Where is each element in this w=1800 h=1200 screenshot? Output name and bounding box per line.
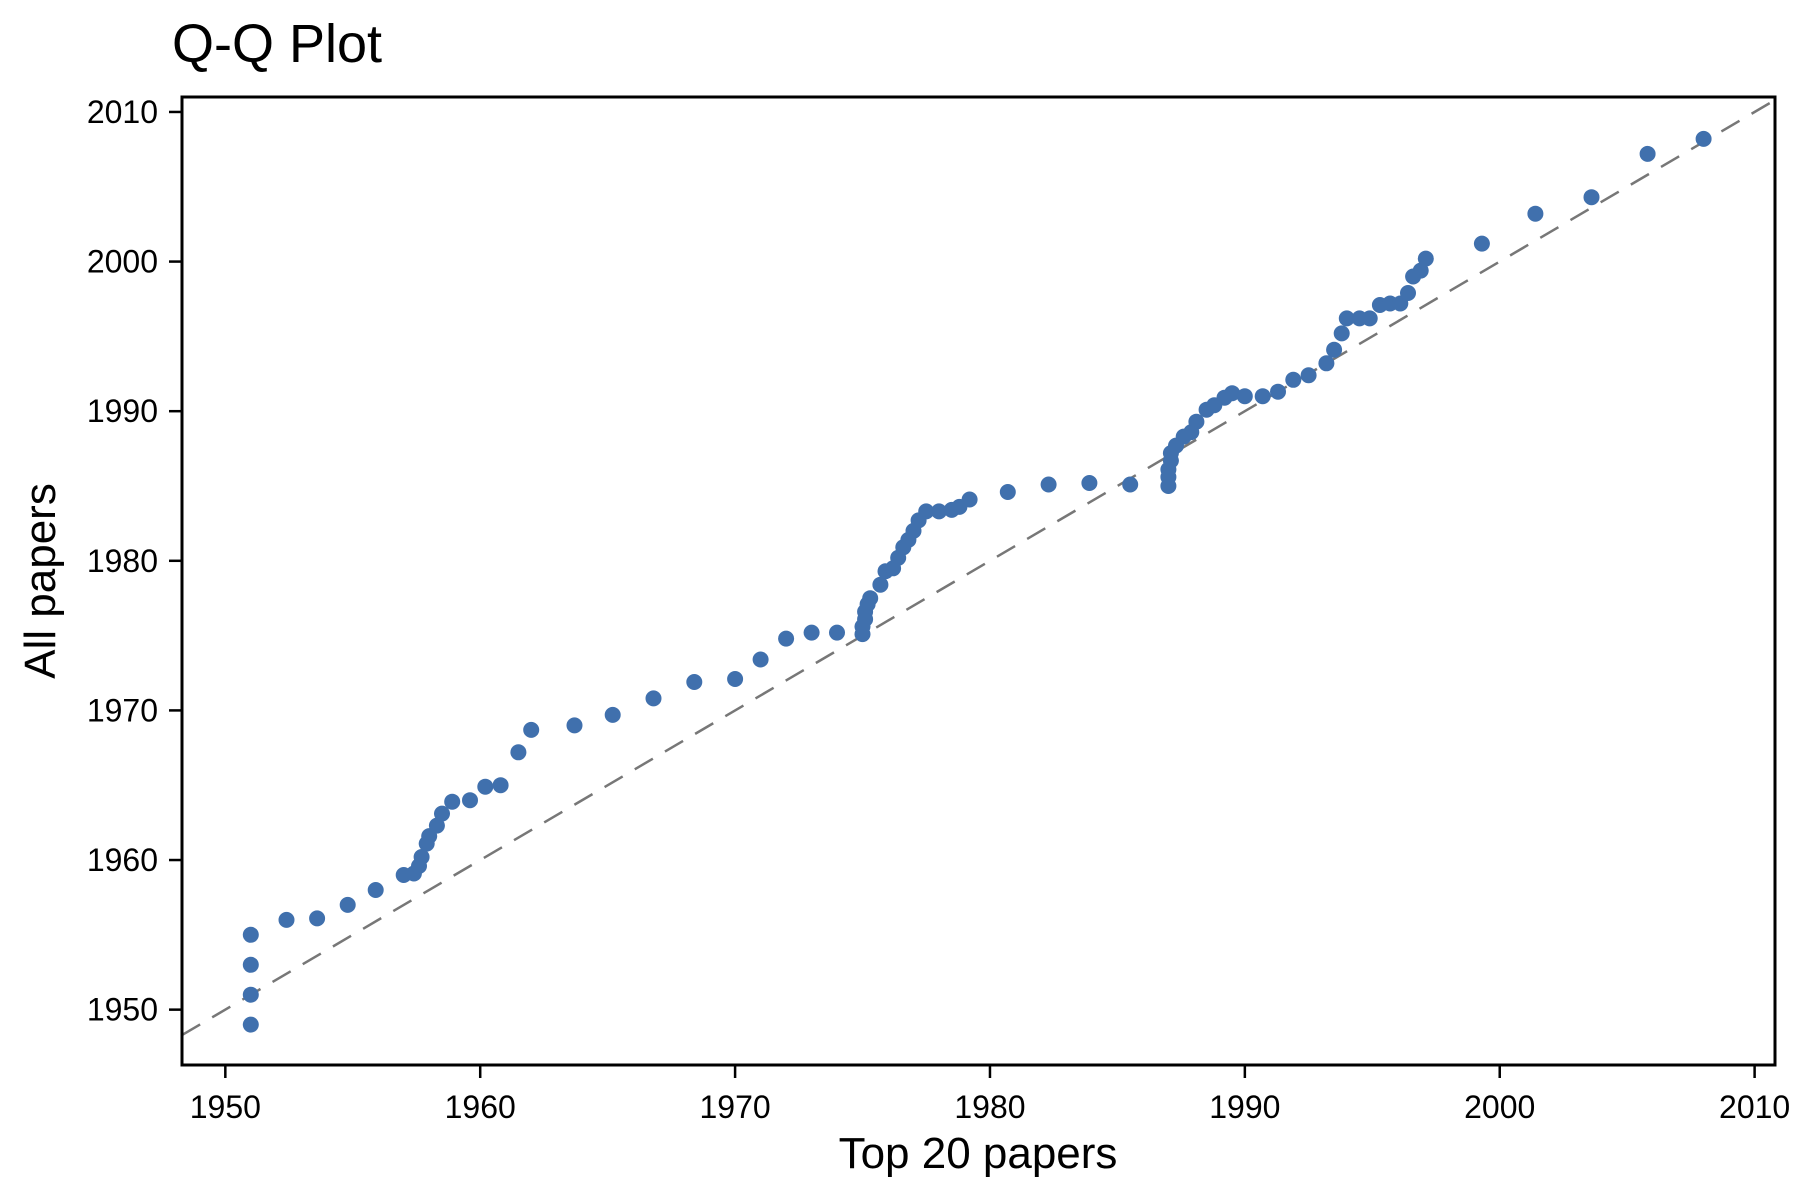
x-tick-label-1950: 1950 <box>190 1089 261 1125</box>
x-tick-label-2010: 2010 <box>1719 1089 1790 1125</box>
data-point <box>961 491 978 508</box>
data-point <box>727 671 744 687</box>
x-tick-label-1980: 1980 <box>954 1089 1025 1125</box>
data-point <box>918 503 935 520</box>
data-point <box>428 817 445 834</box>
data-point <box>1527 205 1544 222</box>
x-tick-label-1970: 1970 <box>699 1089 770 1125</box>
y-axis-label: All papers <box>16 483 65 679</box>
data-point <box>604 706 621 723</box>
data-point <box>931 503 947 520</box>
data-point <box>1270 383 1286 400</box>
data-point <box>242 926 259 943</box>
data-point <box>999 484 1016 500</box>
data-point <box>477 778 494 795</box>
data-point <box>566 717 583 734</box>
data-point <box>1583 189 1600 206</box>
x-axis-label: Top 20 papers <box>839 1129 1118 1178</box>
data-point <box>1412 262 1429 279</box>
data-point <box>1318 355 1335 372</box>
data-point <box>862 590 879 607</box>
identity-reference-line <box>181 98 1776 1037</box>
data-point <box>829 624 845 641</box>
y-tick-label-2000: 2000 <box>87 244 158 280</box>
y-tick-label-1970: 1970 <box>87 692 158 728</box>
data-point <box>1081 475 1098 491</box>
data-point <box>492 777 509 794</box>
data-point <box>1254 388 1271 405</box>
x-tick-label-1990: 1990 <box>1209 1089 1280 1125</box>
data-point <box>1417 250 1434 267</box>
data-point <box>872 576 889 593</box>
scatter-points-layer <box>242 130 1712 1033</box>
ticks-layer: 1950 1960 1970 1980 1990 2000 2010 1950 1960 1970… <box>87 94 1790 1125</box>
data-point <box>462 792 478 809</box>
data-point <box>1188 413 1205 430</box>
plot-border <box>180 95 1777 1067</box>
data-point <box>309 910 326 927</box>
data-point <box>752 651 769 668</box>
data-point <box>242 986 259 1003</box>
data-point <box>1236 388 1253 405</box>
data-point <box>1361 310 1378 327</box>
data-point <box>367 882 384 898</box>
axes-layer <box>180 95 1777 1067</box>
data-point <box>1326 341 1343 358</box>
data-point <box>1333 325 1350 342</box>
y-tick-label-1950: 1950 <box>87 992 158 1028</box>
data-point <box>1285 371 1302 388</box>
reference-line-layer <box>181 98 1776 1037</box>
data-point <box>803 624 820 641</box>
y-tick-label-2010: 2010 <box>87 94 158 130</box>
y-tick-label-1960: 1960 <box>87 842 158 878</box>
x-tick-label-2000: 2000 <box>1464 1089 1535 1125</box>
data-point <box>1040 476 1057 493</box>
y-tick-label-1990: 1990 <box>87 393 158 429</box>
data-point <box>339 896 356 913</box>
data-point <box>1473 235 1490 252</box>
data-point <box>242 1016 259 1033</box>
y-tick-label-1980: 1980 <box>87 543 158 579</box>
data-point <box>1400 285 1416 301</box>
data-point <box>444 793 461 810</box>
data-point <box>242 956 259 973</box>
data-point <box>1224 385 1241 402</box>
data-point <box>778 630 795 647</box>
data-point <box>1122 476 1139 493</box>
data-point <box>645 690 662 707</box>
data-point <box>1695 130 1712 147</box>
data-point <box>510 744 527 761</box>
data-point <box>1300 367 1317 384</box>
x-tick-label-1960: 1960 <box>445 1089 516 1125</box>
data-point <box>1338 310 1355 327</box>
data-point <box>523 721 540 738</box>
data-point <box>413 849 430 865</box>
data-point <box>434 805 450 822</box>
data-point <box>278 911 295 928</box>
data-point <box>1639 145 1656 162</box>
chart-title: Q-Q Plot <box>172 14 382 74</box>
data-point <box>686 674 703 690</box>
